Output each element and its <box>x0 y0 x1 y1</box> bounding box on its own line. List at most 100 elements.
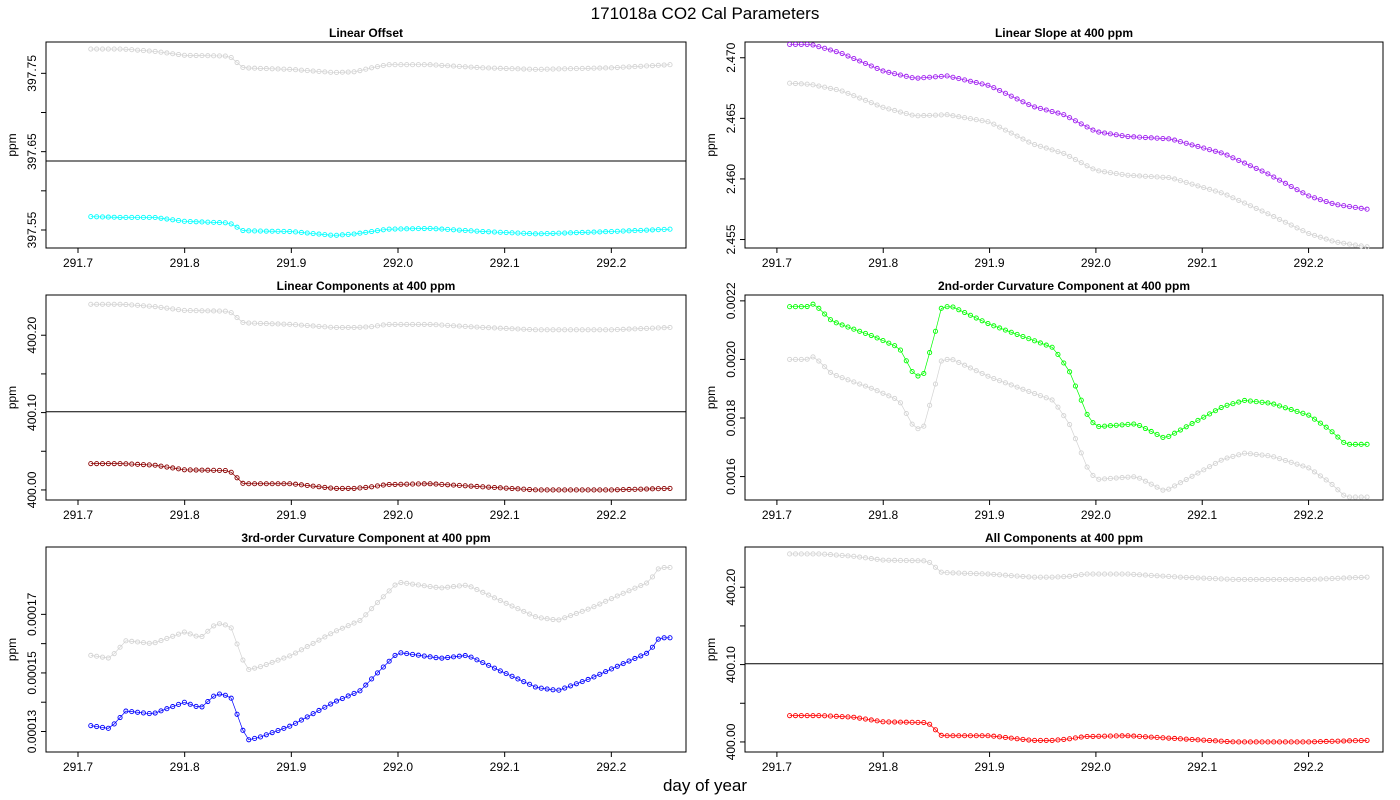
data-point <box>1358 574 1364 580</box>
data-point <box>427 62 433 68</box>
data-point <box>269 228 275 234</box>
data-point <box>1107 423 1113 429</box>
data-point <box>322 704 328 710</box>
x-tick-label: 291.8 <box>868 256 898 270</box>
data-point <box>1323 576 1329 582</box>
data-point <box>638 653 644 659</box>
data-point <box>804 713 810 719</box>
data-point <box>1212 460 1218 467</box>
data-point <box>293 720 299 726</box>
data-point <box>1294 576 1300 583</box>
data-point <box>1189 575 1195 581</box>
data-point <box>614 663 620 669</box>
data-point <box>944 733 950 739</box>
data-point <box>626 486 632 493</box>
data-point <box>798 356 804 362</box>
data-point <box>880 390 886 396</box>
data-point <box>1002 380 1009 386</box>
data-point <box>1282 180 1288 186</box>
data-point <box>655 636 661 642</box>
data-point <box>1177 574 1183 580</box>
data-point <box>868 332 874 339</box>
data-point <box>1102 571 1108 577</box>
data-point <box>956 359 962 366</box>
data-point <box>240 64 246 71</box>
data-point <box>567 327 574 333</box>
data-point <box>1329 738 1335 744</box>
data-point <box>322 69 328 75</box>
data-point <box>897 109 904 115</box>
data-point <box>293 650 299 656</box>
data-point <box>123 708 129 714</box>
data-point <box>1195 470 1201 476</box>
data-point <box>1195 575 1201 581</box>
data-point <box>287 723 293 729</box>
data-point <box>1247 163 1253 169</box>
data-point <box>1224 402 1230 408</box>
data-point <box>1043 145 1049 151</box>
data-point <box>1131 571 1137 577</box>
data-point <box>176 631 182 637</box>
data-point <box>1207 186 1213 192</box>
data-point <box>1008 93 1014 99</box>
data-point <box>862 383 869 389</box>
data-point <box>1061 736 1067 742</box>
data-point <box>897 557 904 564</box>
data-point <box>950 304 956 310</box>
data-point <box>222 220 228 226</box>
y-tick-label: 2.465 <box>724 103 738 133</box>
data-point <box>862 330 869 336</box>
data-point <box>170 633 176 639</box>
data-point <box>798 713 804 719</box>
data-point <box>1201 185 1207 191</box>
data-point <box>962 733 968 739</box>
data-point <box>1312 576 1318 582</box>
data-point <box>950 733 956 739</box>
data-point <box>1096 476 1102 482</box>
data-point <box>1154 431 1160 438</box>
data-point <box>187 631 193 637</box>
data-point <box>257 734 264 740</box>
data-point <box>1323 738 1329 745</box>
data-point <box>1282 576 1288 583</box>
data-point <box>135 47 141 53</box>
data-point <box>1207 737 1213 744</box>
data-point <box>1207 147 1213 153</box>
data-point <box>567 487 574 493</box>
data-point <box>833 49 839 55</box>
data-point <box>1177 427 1183 433</box>
data-point <box>374 64 381 70</box>
data-point <box>979 318 985 324</box>
data-point <box>1224 455 1230 461</box>
data-point <box>246 65 252 71</box>
data-point <box>222 622 228 628</box>
data-point <box>88 461 94 467</box>
data-point <box>1271 739 1277 745</box>
data-point <box>649 486 656 492</box>
data-point <box>833 373 839 379</box>
data-point <box>491 595 498 601</box>
data-point <box>515 326 521 332</box>
data-point <box>269 321 275 327</box>
data-point <box>491 65 498 71</box>
panel-title: Linear Offset <box>329 26 403 40</box>
data-point <box>275 66 281 72</box>
data-point <box>1032 390 1038 397</box>
data-point <box>450 654 457 660</box>
data-point <box>263 661 269 668</box>
y-tick-label: 400.10 <box>724 646 738 683</box>
data-point <box>129 709 135 715</box>
data-point <box>1294 408 1300 415</box>
data-point <box>509 603 515 609</box>
data-point <box>638 326 644 332</box>
data-point <box>979 571 985 577</box>
x-tick-label: 291.8 <box>868 508 898 522</box>
data-point <box>380 62 386 69</box>
data-point <box>193 467 199 473</box>
data-point <box>1224 192 1230 198</box>
data-point <box>404 321 410 327</box>
data-point <box>880 719 886 725</box>
data-point <box>129 461 135 467</box>
data-point <box>597 327 603 333</box>
data-point <box>246 228 252 234</box>
